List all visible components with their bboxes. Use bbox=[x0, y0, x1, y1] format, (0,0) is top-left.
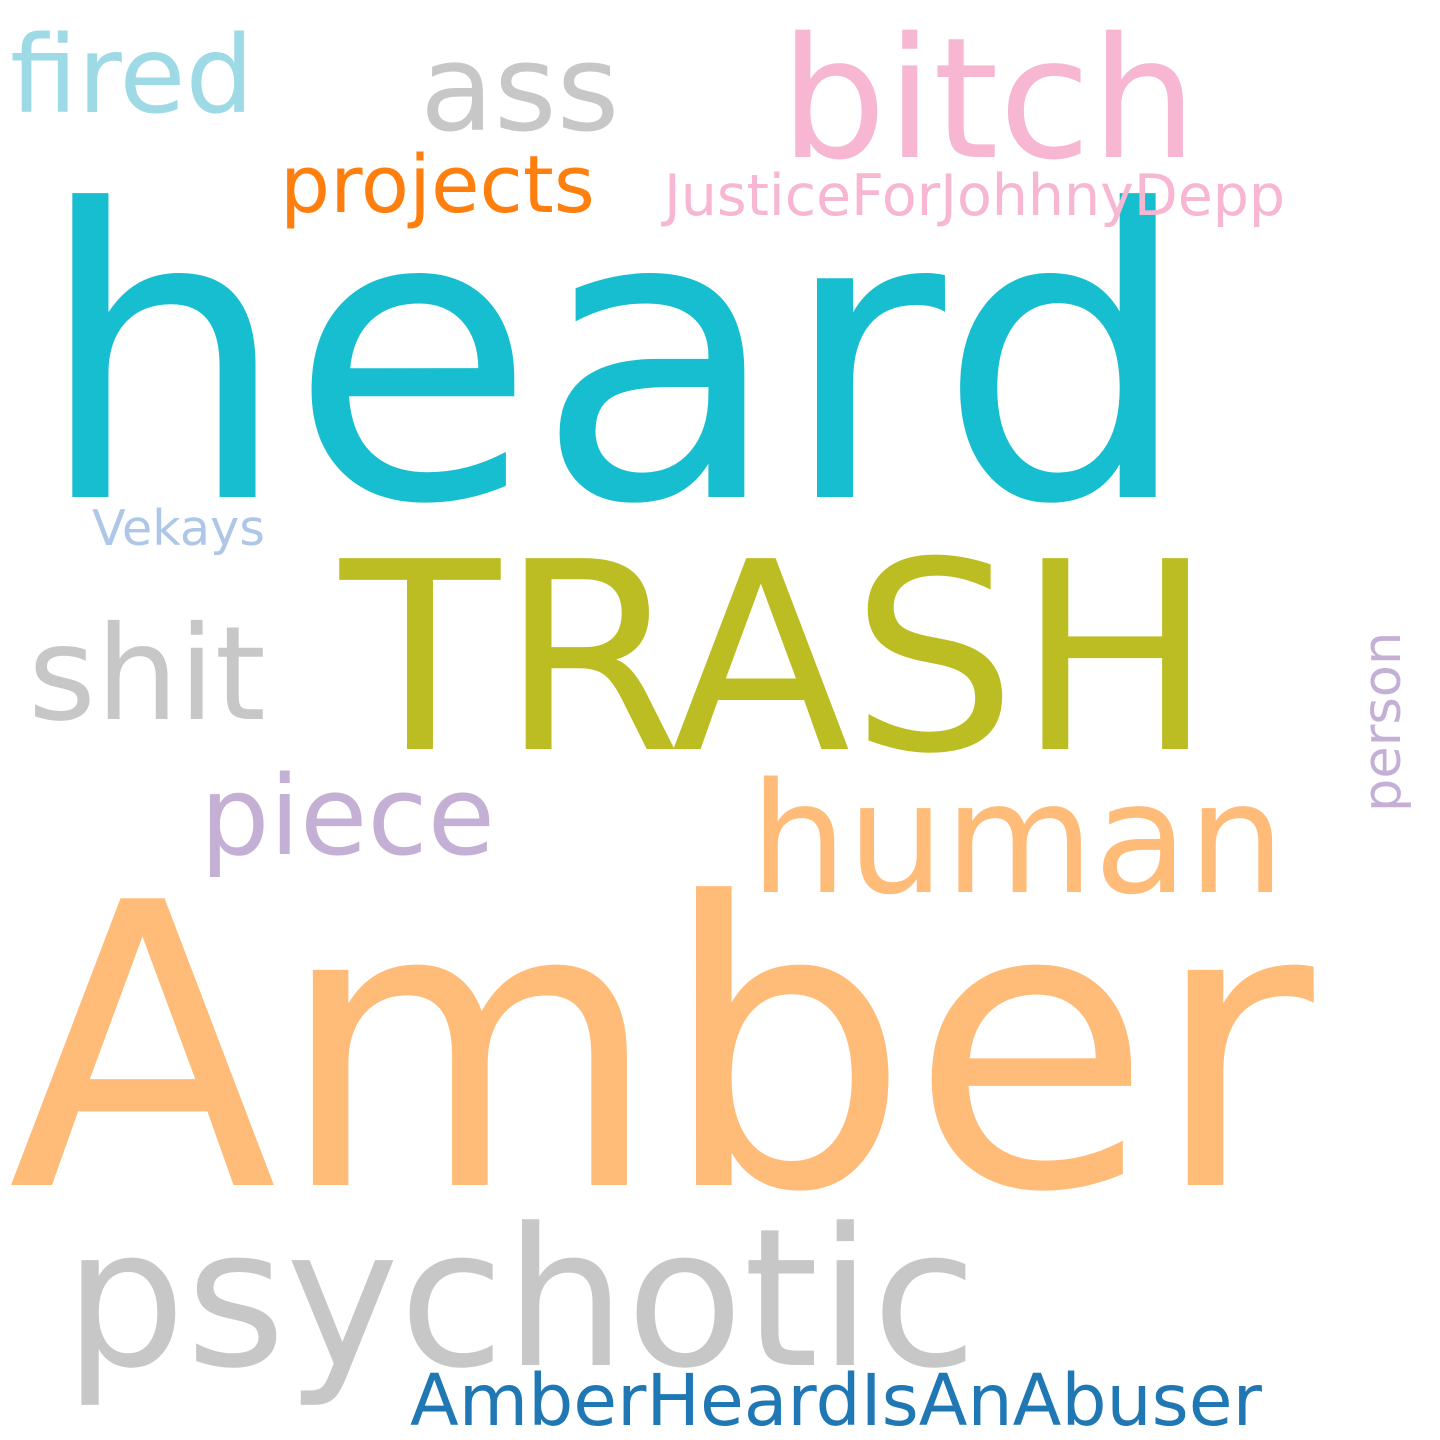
word-person: person bbox=[1352, 632, 1413, 812]
word-shit: shit bbox=[28, 598, 266, 750]
word-trash: TRASH bbox=[336, 506, 1214, 811]
word-bitch: bitch bbox=[780, 1, 1197, 197]
word-ass: ass bbox=[420, 19, 619, 159]
word-projects: projects bbox=[280, 139, 595, 231]
word-amberheardisanabuser: AmberHeardIsAnAbuser bbox=[410, 1359, 1263, 1440]
word-amber: Amber bbox=[8, 820, 1318, 1278]
word-psychotic: psychotic bbox=[64, 1188, 977, 1411]
word-heard: heard bbox=[36, 127, 1192, 592]
word-piece: piece bbox=[200, 752, 495, 880]
word-vekays: Vekays bbox=[92, 499, 265, 557]
word-justiceforjohhnydepp: JusticeForJohhnyDepp bbox=[661, 163, 1285, 229]
word-human: human bbox=[750, 751, 1285, 929]
word-fired: fired bbox=[10, 13, 254, 138]
